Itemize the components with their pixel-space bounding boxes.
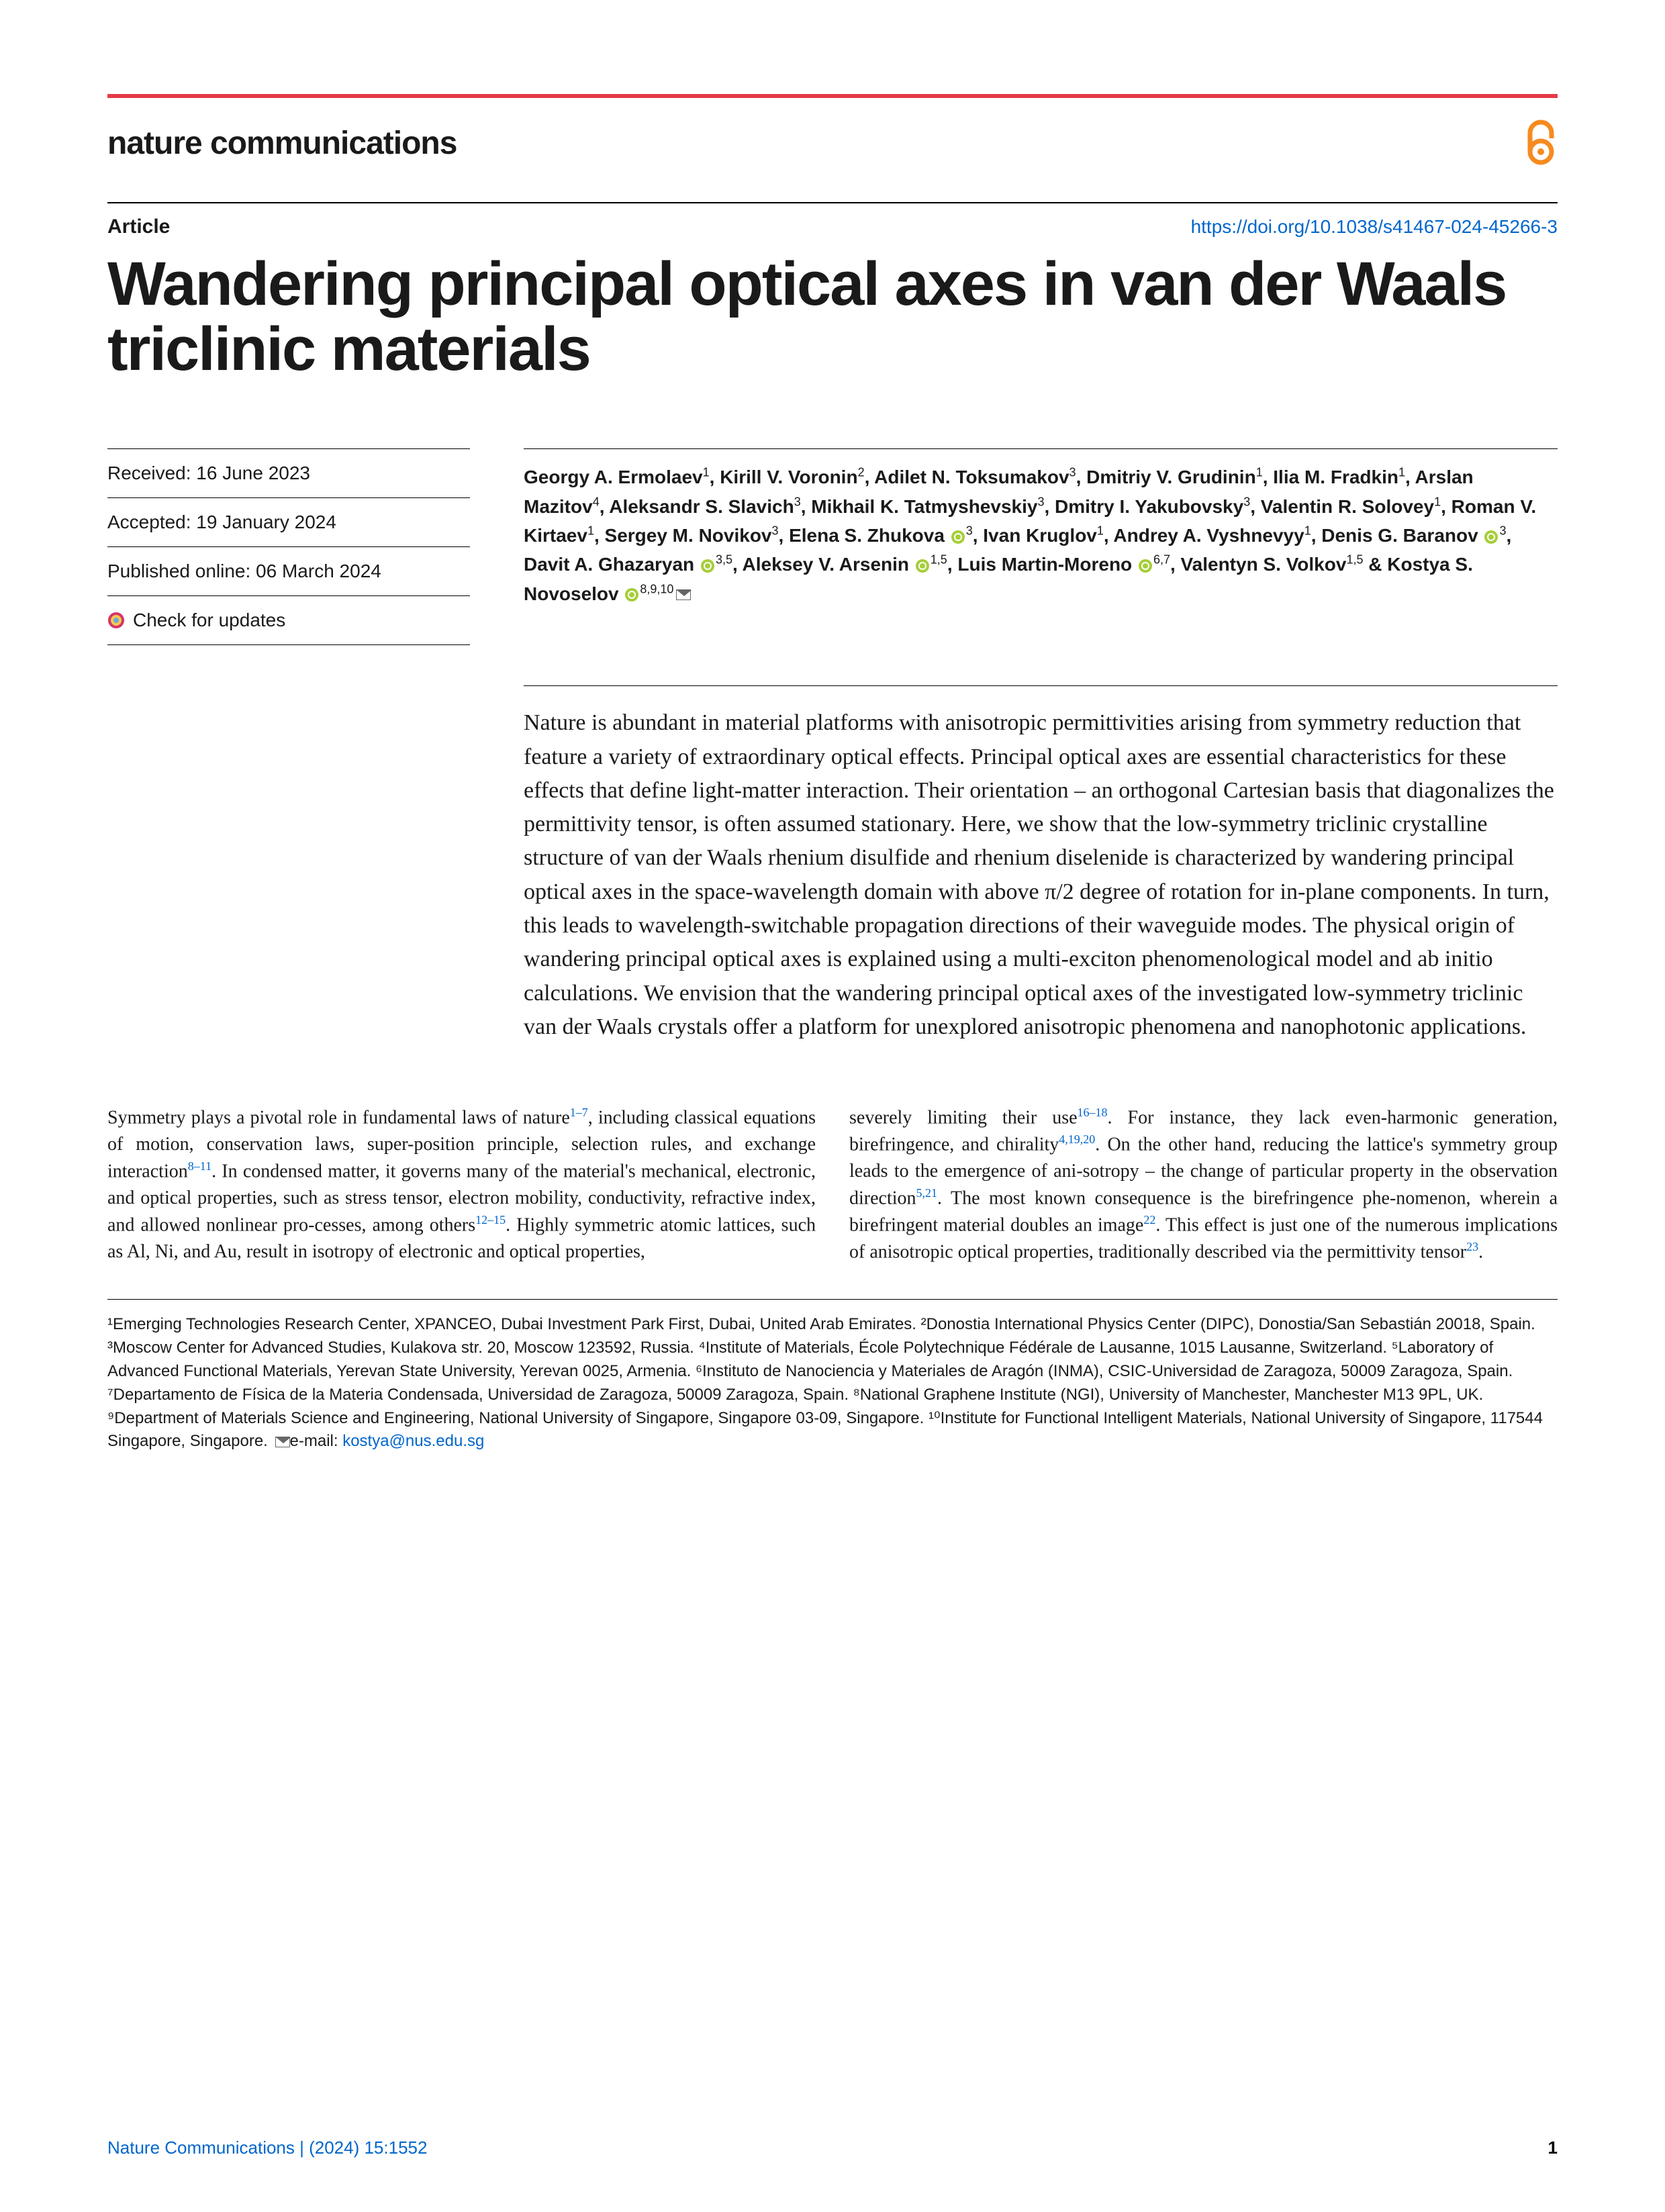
affiliations: ¹Emerging Technologies Research Center, … <box>107 1299 1558 1453</box>
page-footer: Nature Communications | (2024) 15:1552 1 <box>107 2137 1558 2158</box>
envelope-icon <box>275 1437 290 1447</box>
meta-section: Received: 16 June 2023 Accepted: 19 Janu… <box>107 448 1558 645</box>
orcid-icon <box>951 530 965 544</box>
author-list: Georgy A. Ermolaev1, Kirill V. Voronin2,… <box>524 448 1558 635</box>
article-meta-row: Article https://doi.org/10.1038/s41467-0… <box>107 215 1558 238</box>
envelope-icon <box>676 589 691 600</box>
abstract: Nature is abundant in material platforms… <box>524 685 1558 1044</box>
corresponding-email[interactable]: kostya@nus.edu.sg <box>342 1432 484 1450</box>
divider <box>107 202 1558 203</box>
orcid-icon <box>1484 530 1498 544</box>
body-text: Symmetry plays a pivotal role in fundame… <box>107 1104 1558 1265</box>
doi-link[interactable]: https://doi.org/10.1038/s41467-024-45266… <box>1191 216 1558 238</box>
article-title: Wandering principal optical axes in van … <box>107 252 1558 381</box>
article-type: Article <box>107 215 170 238</box>
accepted-date: Accepted: 19 January 2024 <box>107 497 470 546</box>
orcid-icon <box>916 559 929 573</box>
orcid-icon <box>1139 559 1152 573</box>
dates-column: Received: 16 June 2023 Accepted: 19 Janu… <box>107 448 470 645</box>
published-date: Published online: 06 March 2024 <box>107 546 470 595</box>
body-column-left: Symmetry plays a pivotal role in fundame… <box>107 1104 816 1265</box>
journal-name: nature communications <box>107 125 457 162</box>
check-updates-icon <box>107 612 125 629</box>
journal-header: nature communications <box>107 118 1558 169</box>
email-label: e-mail: <box>290 1432 343 1450</box>
orcid-icon <box>701 559 714 573</box>
page-number: 1 <box>1548 2137 1558 2158</box>
citation: Nature Communications | (2024) 15:1552 <box>107 2137 427 2158</box>
top-rule <box>107 94 1558 98</box>
check-updates-button[interactable]: Check for updates <box>107 595 470 645</box>
received-date: Received: 16 June 2023 <box>107 448 470 497</box>
open-access-icon <box>1524 118 1558 169</box>
body-column-right: severely limiting their use16–18. For in… <box>849 1104 1558 1265</box>
orcid-icon <box>625 588 638 602</box>
check-updates-label: Check for updates <box>133 610 285 631</box>
affiliations-text: ¹Emerging Technologies Research Center, … <box>107 1315 1543 1450</box>
authors-column: Georgy A. Ermolaev1, Kirill V. Voronin2,… <box>524 448 1558 645</box>
